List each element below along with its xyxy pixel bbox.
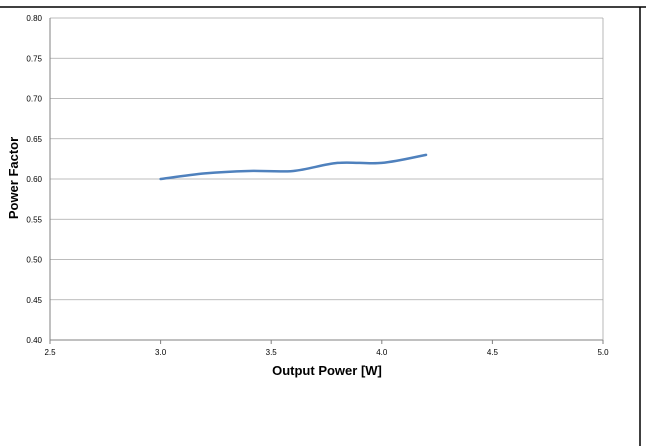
y-tick-label: 0.80 [26, 14, 42, 23]
x-tick-label: 4.0 [376, 348, 388, 357]
series-lines [159, 153, 428, 181]
y-tick-label: 0.50 [26, 256, 42, 265]
axes [49, 18, 604, 344]
y-tick-labels: 0.80 0.75 0.70 0.65 0.60 0.55 0.50 0.45 0.40 [26, 14, 42, 345]
y-tick-label: 0.75 [26, 54, 42, 63]
x-tick-label: 5.0 [597, 348, 609, 357]
y-tick-label: 0.70 [26, 95, 42, 104]
grid-lines [50, 17, 603, 341]
y-tick-label: 0.65 [26, 135, 42, 144]
y-axis-title: Power Factor [6, 137, 21, 219]
y-tick-label: 0.45 [26, 296, 42, 305]
series-line [159, 153, 428, 181]
x-tick-labels: 2.5 3.0 3.5 4.0 4.5 5.0 [44, 348, 609, 357]
x-tick-label: 4.5 [487, 348, 499, 357]
x-tick-label: 3.0 [155, 348, 167, 357]
y-tick-label: 0.40 [26, 336, 42, 345]
x-axis-title: Output Power [W] [272, 363, 382, 378]
y-tick-label: 0.55 [26, 215, 42, 224]
x-tick-label: 3.5 [266, 348, 278, 357]
y-tick-label: 0.60 [26, 175, 42, 184]
x-tick-label: 2.5 [44, 348, 56, 357]
